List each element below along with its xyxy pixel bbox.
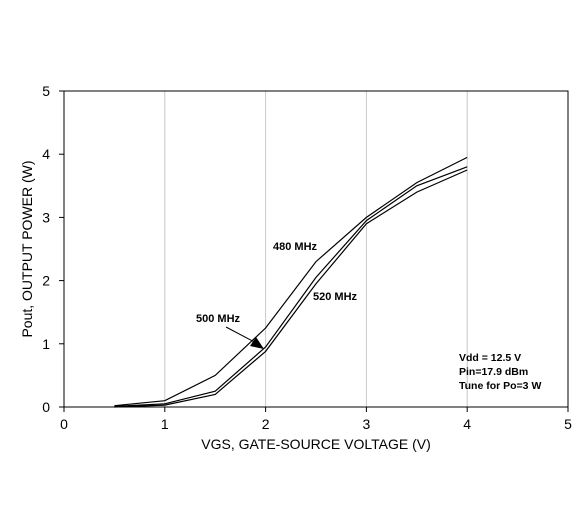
- x-tick-label: 0: [60, 416, 68, 432]
- y-axis-label: Pout, OUTPUT POWER (W): [19, 160, 35, 337]
- grid-lines: [164, 91, 468, 407]
- x-tick-label: 2: [262, 416, 270, 432]
- note-tune: Tune for Po=3 W: [459, 380, 541, 392]
- x-tick-label: 5: [564, 416, 572, 432]
- series-line-480-mhz: [114, 156, 468, 407]
- x-axis-label: VGS, GATE-SOURCE VOLTAGE (V): [201, 436, 430, 452]
- x-tick-labels: 0 1 2 3 4 5: [60, 416, 572, 432]
- plot-area-border: [63, 90, 569, 408]
- tick-marks: [59, 90, 569, 412]
- y-tick-label: 3: [42, 209, 50, 225]
- series-label-480: 480 MHz: [273, 241, 318, 253]
- y-tick-label: 0: [42, 399, 50, 415]
- note-pin: Pin=17.9 dBm: [459, 366, 528, 378]
- note-vdd: Vdd = 12.5 V: [459, 352, 521, 364]
- y-tick-label: 4: [42, 146, 50, 162]
- x-tick-label: 3: [363, 416, 371, 432]
- series-line-520-mhz: [114, 169, 468, 408]
- series-lines: [114, 156, 468, 408]
- x-tick-label: 4: [463, 416, 471, 432]
- y-tick-labels: 0 1 2 3 4 5: [42, 83, 50, 415]
- series-label-500: 500 MHz: [196, 313, 241, 325]
- series-label-520: 520 MHz: [313, 291, 358, 303]
- y-tick-label: 1: [42, 336, 50, 352]
- x-tick-label: 1: [161, 416, 169, 432]
- y-tick-label: 5: [42, 83, 50, 99]
- y-tick-label: 2: [42, 273, 50, 289]
- series-500-pointer-arrowhead: [250, 337, 264, 349]
- series-line-500-mhz: [114, 166, 468, 407]
